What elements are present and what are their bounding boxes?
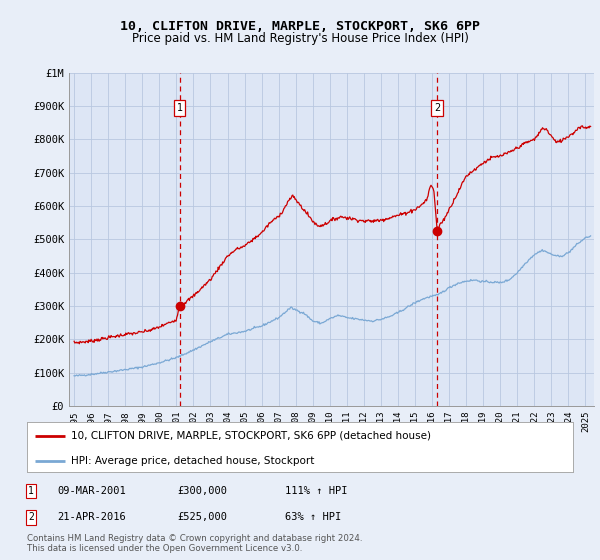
Text: £300,000: £300,000 [177,486,227,496]
Text: 2: 2 [434,103,440,113]
Text: 10, CLIFTON DRIVE, MARPLE, STOCKPORT, SK6 6PP (detached house): 10, CLIFTON DRIVE, MARPLE, STOCKPORT, SK… [71,431,431,441]
Text: 1: 1 [28,486,34,496]
Text: Price paid vs. HM Land Registry's House Price Index (HPI): Price paid vs. HM Land Registry's House … [131,32,469,45]
Text: 2: 2 [28,512,34,522]
Text: 111% ↑ HPI: 111% ↑ HPI [285,486,347,496]
Text: 10, CLIFTON DRIVE, MARPLE, STOCKPORT, SK6 6PP: 10, CLIFTON DRIVE, MARPLE, STOCKPORT, SK… [120,20,480,32]
Text: HPI: Average price, detached house, Stockport: HPI: Average price, detached house, Stoc… [71,456,314,466]
Text: This data is licensed under the Open Government Licence v3.0.: This data is licensed under the Open Gov… [27,544,302,553]
Text: Contains HM Land Registry data © Crown copyright and database right 2024.: Contains HM Land Registry data © Crown c… [27,534,362,543]
Text: £525,000: £525,000 [177,512,227,522]
Text: 1: 1 [176,103,182,113]
Text: 09-MAR-2001: 09-MAR-2001 [57,486,126,496]
Text: 63% ↑ HPI: 63% ↑ HPI [285,512,341,522]
Text: 21-APR-2016: 21-APR-2016 [57,512,126,522]
